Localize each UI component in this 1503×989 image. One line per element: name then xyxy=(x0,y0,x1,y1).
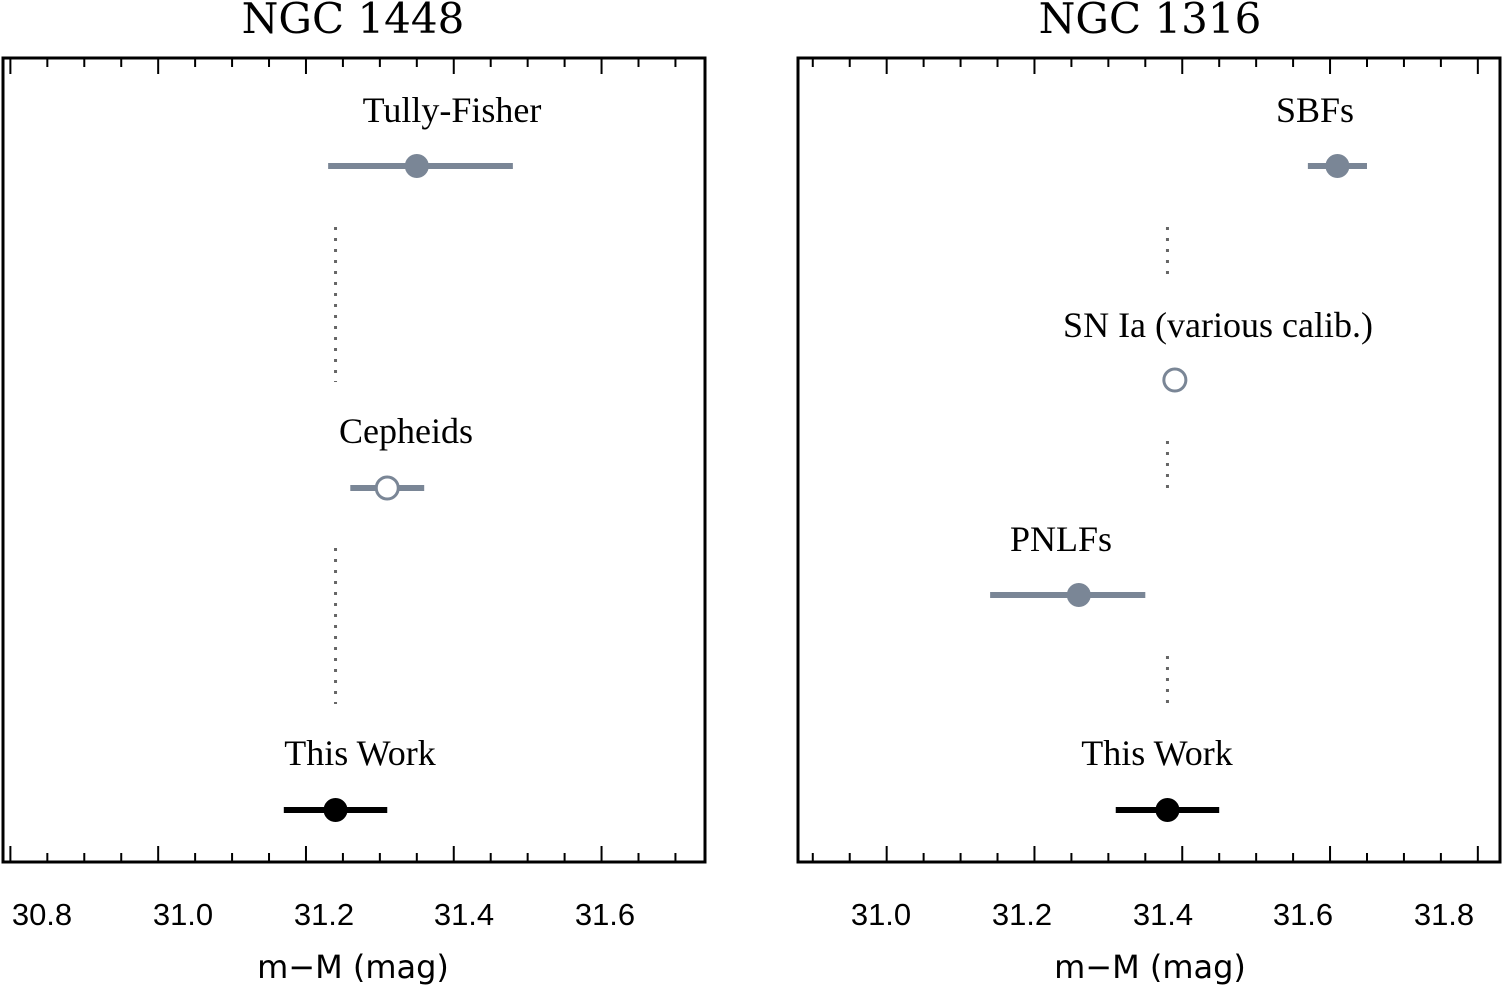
panel-ngc1448: NGC 1448 30.8 31.0 31.2 31.4 31.6 m−M (m… xyxy=(1,0,707,986)
point-label: This Work xyxy=(284,733,435,773)
panel-ngc1316: NGC 1316 31.0 31.2 31.4 31.6 31.8 m−M (m… xyxy=(796,0,1502,986)
plot-frame xyxy=(796,56,1502,864)
tick-label: 31.4 xyxy=(434,897,494,932)
data-points xyxy=(990,154,1367,822)
data-point xyxy=(404,154,429,178)
tick-label: 30.8 xyxy=(12,897,72,932)
tick-marks xyxy=(811,58,1479,862)
tick-labels: 31.0 31.2 31.4 31.6 31.8 xyxy=(851,897,1474,932)
point-label: Tully-Fisher xyxy=(363,90,542,130)
point-label: SN Ia (various calib.) xyxy=(1063,305,1373,345)
point-label: SBFs xyxy=(1276,90,1354,130)
tick-label: 31.8 xyxy=(1414,897,1474,932)
panel-title: NGC 1448 xyxy=(242,0,465,43)
tick-label: 31.6 xyxy=(1273,897,1333,932)
point-labels: SBFs SN Ia (various calib.) PNLFs This W… xyxy=(1010,90,1373,773)
data-point-open xyxy=(1162,367,1188,393)
tick-marks xyxy=(9,58,677,862)
data-point xyxy=(323,798,348,822)
data-point xyxy=(1066,583,1091,607)
point-label: Cepheids xyxy=(339,411,473,451)
data-point xyxy=(1155,798,1180,822)
tick-label: 31.2 xyxy=(294,897,354,932)
tick-label: 31.0 xyxy=(851,897,911,932)
data-points xyxy=(283,154,513,822)
tick-label: 31.2 xyxy=(992,897,1052,932)
data-point-open xyxy=(374,475,400,501)
x-axis-label: m−M (mag) xyxy=(1054,948,1246,986)
data-point xyxy=(1325,154,1350,178)
x-axis-label: m−M (mag) xyxy=(257,948,449,986)
point-label: PNLFs xyxy=(1010,519,1112,559)
tick-label: 31.6 xyxy=(575,897,635,932)
panel-title: NGC 1316 xyxy=(1039,0,1262,43)
point-label: This Work xyxy=(1081,733,1232,773)
tick-label: 31.4 xyxy=(1133,897,1193,932)
tick-label: 31.0 xyxy=(153,897,213,932)
plot-frame xyxy=(1,56,707,864)
point-labels: Tully-Fisher Cepheids This Work xyxy=(284,90,541,773)
tick-labels: 30.8 31.0 31.2 31.4 31.6 xyxy=(12,897,635,932)
